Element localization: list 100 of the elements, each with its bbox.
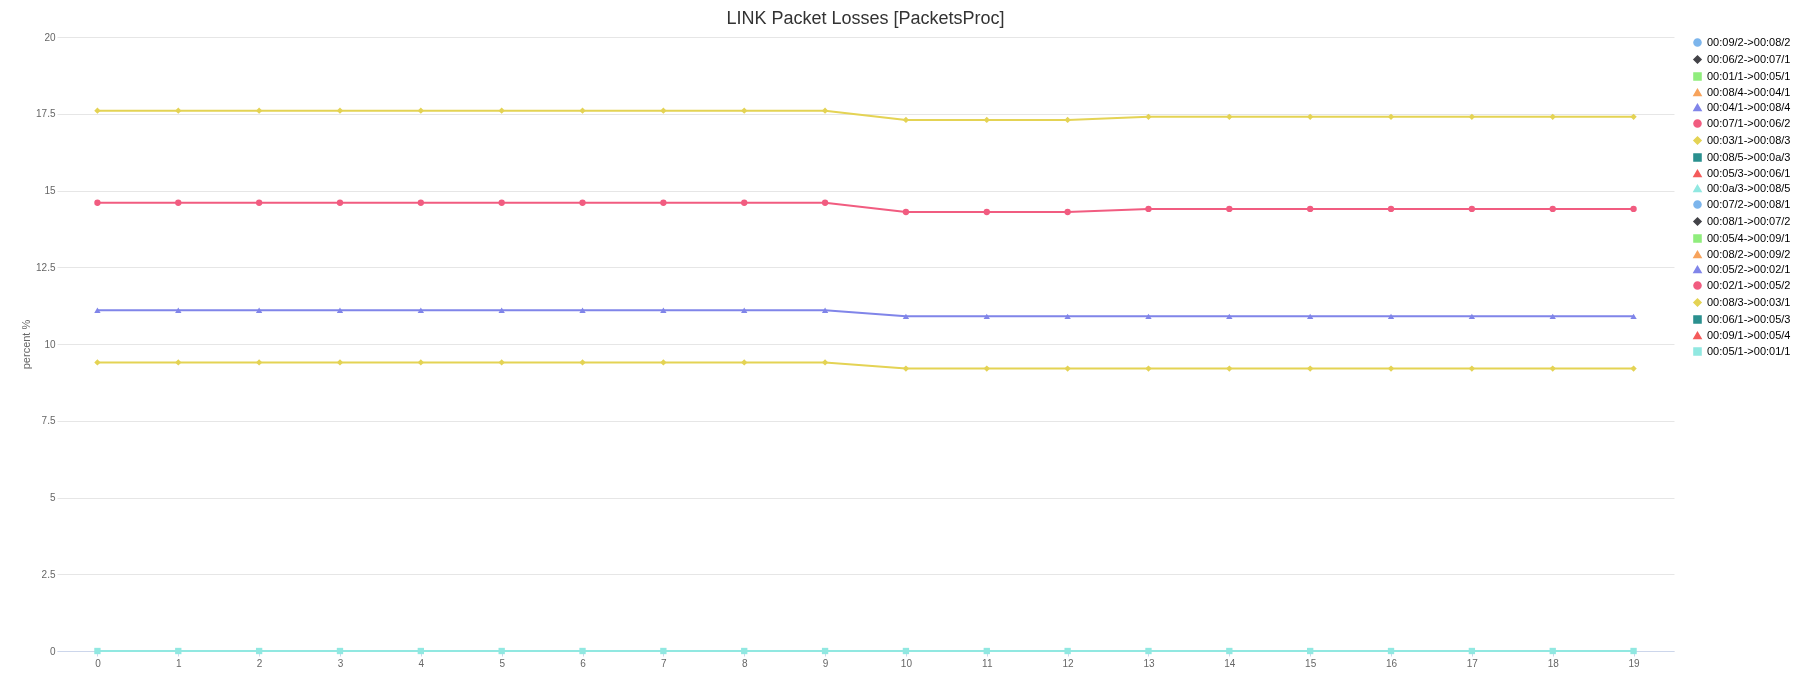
point [1549, 647, 1556, 655]
point [1630, 205, 1637, 213]
point [336, 199, 344, 206]
point [336, 647, 344, 655]
x-tick-label: 10 [900, 657, 913, 669]
point [1468, 313, 1476, 320]
legend-label: 00:07/2->00:08/1 [1707, 197, 1791, 210]
x-tick-label: 9 [822, 657, 829, 669]
point [94, 359, 101, 366]
point [983, 116, 990, 124]
point [1064, 313, 1071, 320]
point [1307, 313, 1314, 320]
x-tick-label: 18 [1547, 657, 1560, 669]
point [1064, 647, 1071, 655]
point [1387, 365, 1395, 372]
point [1226, 113, 1233, 120]
point [498, 307, 505, 313]
x-tick-label: 17 [1466, 657, 1479, 669]
y-axis-title: percent % [20, 319, 33, 370]
point [983, 313, 990, 320]
point [498, 647, 505, 655]
point [1549, 313, 1556, 320]
point [1064, 365, 1071, 372]
legend-label: 00:08/3->00:03/1 [1707, 295, 1791, 308]
y-tick-label: 12.5 [36, 261, 56, 273]
x-tick-label: 4 [418, 657, 425, 669]
legend-label: 00:01/1->00:05/1 [1707, 69, 1791, 82]
y-tick-label: 17.5 [36, 108, 56, 120]
point [821, 107, 829, 114]
point [1387, 647, 1395, 655]
legend-label: 00:05/1->00:01/1 [1707, 344, 1791, 357]
x-tick-label: 7 [661, 657, 668, 669]
point [417, 199, 424, 206]
x-tick-label: 6 [580, 657, 587, 669]
point [1549, 113, 1556, 120]
legend-label: 00:09/1->00:05/4 [1707, 328, 1791, 341]
point [1307, 365, 1314, 372]
point [255, 647, 263, 655]
point [94, 307, 101, 313]
legend-label: 00:06/1->00:05/3 [1707, 312, 1791, 325]
point [579, 647, 586, 655]
legend-label: 00:09/2->00:08/2 [1707, 35, 1791, 48]
point [983, 365, 990, 372]
point [902, 208, 910, 216]
point [94, 107, 101, 114]
x-tick-label: 5 [499, 657, 506, 669]
point [1468, 647, 1476, 655]
y-tick-label: 0 [49, 645, 56, 657]
y-tick-label: 10 [44, 338, 56, 350]
legend-label: 00:02/1->00:05/2 [1707, 278, 1791, 291]
legend-label: 00:08/1->00:07/2 [1707, 214, 1791, 227]
legend-label: 00:07/1->00:06/2 [1707, 116, 1791, 129]
legend-label: 00:05/2->00:02/1 [1707, 262, 1791, 275]
legend-label: 00:06/2->00:07/1 [1707, 52, 1791, 65]
point [417, 359, 424, 366]
point [1387, 205, 1395, 213]
point [175, 307, 182, 313]
legend-label: 00:08/5->00:0a/3 [1707, 150, 1791, 163]
point [255, 107, 263, 114]
point [336, 307, 344, 313]
point [741, 199, 748, 206]
point [498, 359, 505, 366]
legend-label: 00:04/1->00:08/4 [1707, 100, 1791, 113]
x-tick-label: 13 [1143, 657, 1155, 669]
point [336, 359, 344, 366]
point [1630, 313, 1637, 320]
legend-label: 00:08/4->00:04/1 [1707, 85, 1791, 98]
point [417, 107, 424, 114]
x-tick-label: 12 [1062, 657, 1075, 669]
point [1226, 205, 1233, 213]
point [255, 359, 263, 366]
legend-label: 00:08/2->00:09/2 [1707, 247, 1791, 260]
x-tick-label: 11 [982, 657, 993, 669]
point [579, 199, 586, 206]
point [1145, 113, 1152, 120]
chart-title: LINK Packet Losses [PacketsProc] [726, 8, 1005, 28]
point [175, 199, 182, 206]
x-tick-label: 19 [1628, 657, 1641, 669]
point [255, 199, 263, 206]
x-tick-label: 15 [1305, 657, 1317, 669]
point [1145, 365, 1152, 372]
point [1145, 205, 1152, 213]
point [1226, 647, 1233, 655]
legend-label: 00:05/4->00:09/1 [1707, 231, 1791, 244]
point [1064, 116, 1071, 124]
point [175, 359, 182, 366]
point [579, 307, 586, 313]
point [660, 107, 667, 114]
point [1145, 647, 1152, 655]
point [1387, 113, 1395, 120]
y-tick-label: 20 [44, 31, 56, 43]
legend-label: 00:05/3->00:06/1 [1707, 166, 1791, 179]
legend-label: 00:0a/3->00:08/5 [1707, 181, 1791, 194]
point [902, 313, 910, 320]
y-tick-label: 7.5 [41, 415, 56, 427]
x-tick-label: 0 [95, 657, 102, 669]
point [1226, 313, 1233, 320]
point [1145, 313, 1152, 320]
y-tick-label: 2.5 [41, 568, 56, 580]
legend-label: 00:03/1->00:08/3 [1707, 133, 1791, 146]
